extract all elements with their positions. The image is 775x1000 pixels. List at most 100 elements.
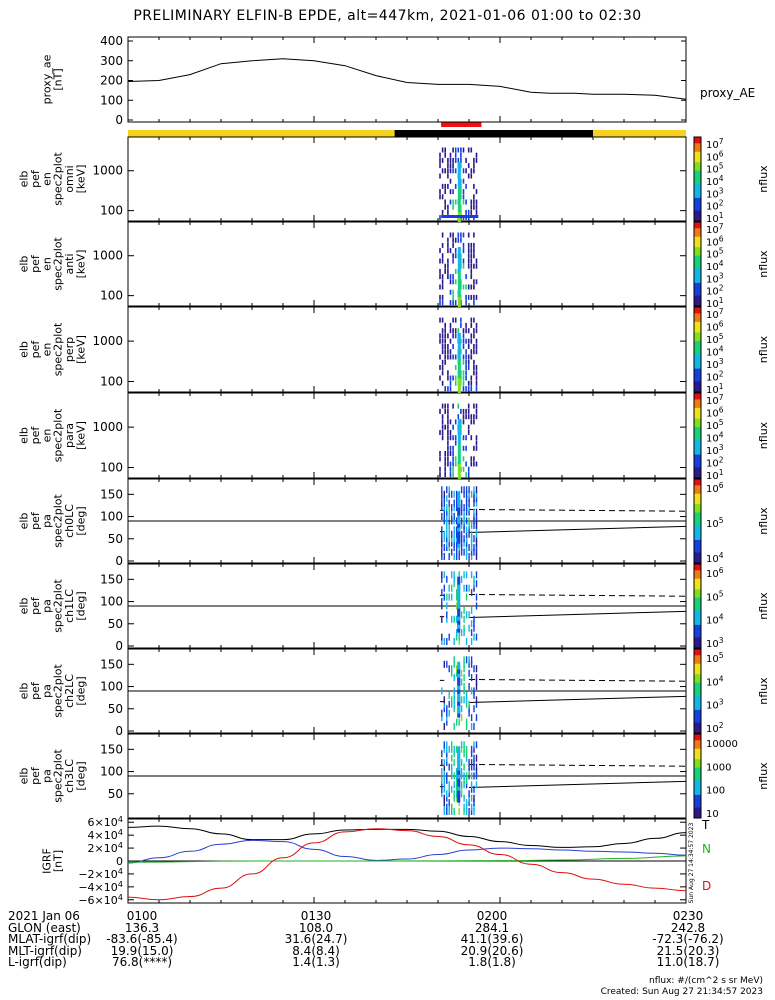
spectrogram-cell	[444, 461, 446, 467]
pa-cell	[473, 495, 475, 503]
spectrogram-cell	[449, 375, 452, 381]
spectrogram-cell	[462, 199, 465, 205]
colorbar-swatch	[694, 699, 701, 702]
spectrogram-cell	[470, 419, 473, 425]
spectrogram-cell	[439, 215, 441, 221]
pa-cell	[463, 517, 465, 525]
spectrogram-cell	[454, 461, 457, 467]
colorbar-tick-label: 107	[706, 222, 724, 236]
spectrogram-cell	[449, 461, 452, 467]
colorbar-swatch	[694, 435, 701, 439]
pa-cell	[453, 575, 455, 583]
pa-cell	[460, 741, 463, 749]
spectrogram-cell	[457, 378, 461, 383]
colorbar-swatch	[694, 714, 701, 717]
colorbar-tick-label: 106	[706, 149, 724, 163]
spectrogram-cell	[475, 408, 478, 414]
pa-cell	[453, 530, 455, 538]
pa-cell	[446, 794, 448, 802]
spectrogram-cell	[465, 349, 467, 355]
colorbar-swatch	[694, 707, 701, 711]
loss-cone-line	[468, 525, 687, 534]
colorbar-swatch	[694, 680, 701, 684]
pa-cell	[443, 808, 445, 815]
spectrogram-cell	[454, 237, 457, 243]
pa-cell	[443, 571, 445, 579]
y-tick-label: 200	[100, 74, 123, 88]
pa-cell	[453, 517, 455, 525]
spectrogram-cell	[452, 253, 454, 259]
spectrogram-cell	[447, 274, 449, 280]
colorbar-swatch	[694, 307, 701, 310]
colorbar-swatch	[694, 720, 701, 723]
pa-cell	[458, 638, 460, 645]
spectrogram-cell	[465, 359, 467, 365]
colorbar-swatch	[694, 343, 701, 346]
pa-cell	[453, 759, 455, 767]
pa-cell	[446, 718, 448, 726]
spectrogram-cell	[457, 252, 461, 257]
colorbar-swatch	[694, 450, 701, 453]
pa-cell	[460, 539, 463, 547]
igrf-series-T	[127, 825, 687, 848]
spectrogram-cell	[449, 157, 452, 163]
y-tick-label: 300	[100, 54, 123, 68]
colorbar-swatch	[694, 525, 701, 528]
footer-cell: 31.6(24.7)	[284, 932, 348, 946]
spectrogram-cell	[449, 445, 452, 451]
pa-cell	[470, 620, 473, 628]
spectrogram-cell	[457, 469, 461, 474]
pa-cell	[448, 513, 450, 520]
y-tick-label: 150	[100, 742, 123, 756]
pa-cell	[460, 759, 463, 767]
spectrogram-cell	[441, 147, 444, 153]
y-label-line: IGRF	[40, 848, 53, 874]
pa-cell	[441, 709, 443, 717]
pa-cell	[463, 794, 465, 802]
spectrogram-cell	[460, 294, 462, 300]
y-tick-label: 100	[100, 204, 123, 218]
pa-cell	[451, 615, 453, 623]
colorbar-swatch	[694, 261, 701, 265]
spectrogram-cell	[452, 375, 454, 381]
colorbar-swatch	[694, 345, 701, 348]
y-label-line: elb	[18, 256, 31, 273]
colorbar-swatch	[694, 788, 701, 792]
footer-cell: 11.0(18.7)	[656, 955, 720, 969]
pa-cell	[443, 504, 445, 512]
footer-cell: 0100	[126, 909, 158, 923]
spectrogram-cell	[447, 157, 449, 163]
y-tick-label: −4×104	[78, 879, 123, 894]
pa-cell	[473, 785, 475, 793]
pa-core	[457, 515, 461, 524]
colorbar-swatch	[694, 616, 701, 620]
spectrogram-cell	[460, 370, 462, 376]
spectrogram-cell	[444, 386, 446, 392]
colorbar-swatch	[694, 218, 701, 222]
pa-cell	[441, 495, 443, 503]
y-tick-label: −6×104	[78, 892, 123, 907]
panel-frame	[127, 136, 687, 222]
colorbar-swatch	[694, 736, 701, 739]
colorbar-swatch	[694, 276, 701, 280]
spectrogram-cell	[470, 248, 473, 254]
spectrogram-cell	[457, 439, 461, 444]
colorbar-swatch	[694, 510, 701, 514]
pa-cell	[463, 629, 465, 637]
spectrogram-cell	[452, 472, 454, 478]
spectrogram-cell	[475, 461, 478, 467]
pa-cell	[453, 499, 455, 507]
y-tick-label: 150	[100, 657, 123, 671]
spectrogram-cell	[447, 248, 449, 254]
pa-cell	[460, 508, 463, 516]
spectrogram-cell	[447, 349, 449, 355]
pa-cell	[448, 633, 450, 641]
colorbar-swatch	[694, 803, 701, 806]
pa-cell	[456, 539, 458, 547]
spectrogram-cell	[452, 168, 454, 174]
spectrogram-cell	[460, 178, 462, 184]
pa-cell	[463, 539, 465, 547]
spectrogram-cell	[465, 461, 467, 467]
colorbar-swatch	[694, 155, 701, 159]
